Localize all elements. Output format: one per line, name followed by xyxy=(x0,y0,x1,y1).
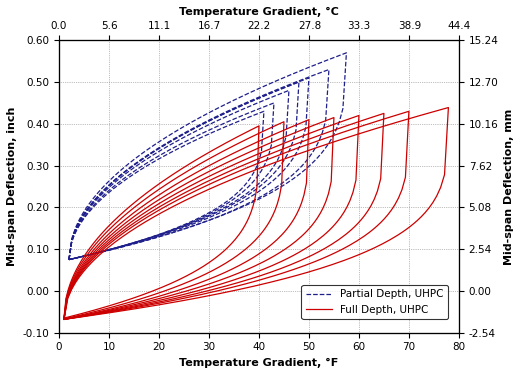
Full Depth, UHPC xyxy=(61,316,67,320)
Full Depth, UHPC xyxy=(84,249,91,254)
Full Depth, UHPC xyxy=(61,316,67,320)
Full Depth, UHPC xyxy=(134,198,140,203)
Partial Depth, UHPC xyxy=(66,257,72,262)
Partial Depth, UHPC xyxy=(312,158,318,163)
X-axis label: Temperature Gradient, °F: Temperature Gradient, °F xyxy=(179,358,339,368)
Partial Depth, UHPC xyxy=(259,195,265,200)
Full Depth, UHPC xyxy=(92,308,98,312)
Y-axis label: Mid-span Deflection, mm: Mid-span Deflection, mm xyxy=(504,108,514,265)
Full Depth, UHPC xyxy=(79,311,85,316)
Partial Depth, UHPC xyxy=(164,232,170,236)
Partial Depth, UHPC xyxy=(178,126,184,130)
Partial Depth, UHPC xyxy=(343,51,350,55)
Full Depth, UHPC xyxy=(256,124,262,128)
Full Depth, UHPC xyxy=(165,175,171,180)
X-axis label: Temperature Gradient, °C: Temperature Gradient, °C xyxy=(179,7,339,17)
Line: Full Depth, UHPC: Full Depth, UHPC xyxy=(64,126,259,318)
Y-axis label: Mid-span Deflection, inch: Mid-span Deflection, inch xyxy=(7,107,17,266)
Partial Depth, UHPC xyxy=(224,101,230,106)
Full Depth, UHPC xyxy=(77,261,83,266)
Legend: Partial Depth, UHPC, Full Depth, UHPC: Partial Depth, UHPC, Full Depth, UHPC xyxy=(302,285,448,319)
Partial Depth, UHPC xyxy=(66,257,72,262)
Partial Depth, UHPC xyxy=(91,252,97,256)
Line: Partial Depth, UHPC: Partial Depth, UHPC xyxy=(69,53,346,259)
